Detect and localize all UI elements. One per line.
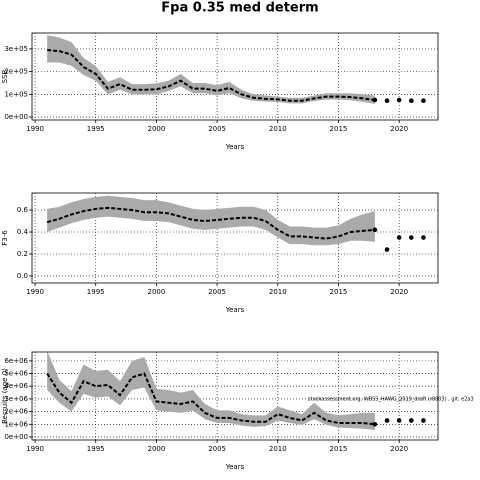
plot-frame xyxy=(31,32,439,121)
forecast-point xyxy=(408,98,414,103)
x-tick-label: 1995 xyxy=(87,288,105,296)
x-tick-label: 2000 xyxy=(147,445,165,453)
y-tick-label: 2e+05 xyxy=(4,68,28,76)
x-tick-label: 2005 xyxy=(208,288,226,296)
x-tick-label: 1990 xyxy=(26,125,44,133)
forecast-point xyxy=(384,98,390,103)
forecast-point xyxy=(421,418,426,423)
y-tick-label: 3e+06 xyxy=(4,395,28,403)
forecast-point xyxy=(384,247,390,252)
x-tick-label: 2015 xyxy=(330,445,348,453)
forecast-point xyxy=(421,235,426,240)
x-tick-label: 2015 xyxy=(330,288,348,296)
plot-frame xyxy=(31,192,439,284)
x-tick-label: 1995 xyxy=(87,445,105,453)
y-tick-label: 6e+06 xyxy=(4,357,28,365)
forecast-point xyxy=(421,98,426,103)
y-tick-label: 0.6 xyxy=(17,206,29,214)
y-tick-label: 5e+06 xyxy=(4,370,28,378)
line xyxy=(46,206,375,240)
forecast-point xyxy=(408,235,414,240)
x-tick-label: 1990 xyxy=(26,445,44,453)
y-axis-label: Recruits (age 0) xyxy=(1,368,9,424)
y-tick-label: 1e+06 xyxy=(4,420,28,428)
confidence-band xyxy=(47,195,375,246)
x-tick-label: 2000 xyxy=(147,288,165,296)
forecast-point xyxy=(408,418,414,423)
x-tick-label: 2000 xyxy=(147,125,165,133)
y-tick-label: 0e+00 xyxy=(4,113,28,121)
x-tick-label: 2010 xyxy=(269,445,287,453)
x-axis-label: Years xyxy=(225,306,245,314)
y-tick-label: 1e+05 xyxy=(4,90,28,98)
y-axis-label: F3-6 xyxy=(1,230,9,246)
forecast-point xyxy=(372,227,378,233)
x-tick-label: 1995 xyxy=(87,125,105,133)
y-tick-label: 0e+00 xyxy=(4,433,28,441)
x-tick-label: 1990 xyxy=(26,288,44,296)
x-tick-label: 2015 xyxy=(330,125,348,133)
forecast-point xyxy=(396,97,402,103)
y-tick-label: 0.4 xyxy=(17,228,29,236)
x-tick-label: 2010 xyxy=(269,288,287,296)
y-tick-label: 0.2 xyxy=(17,250,28,258)
x-tick-label: 2005 xyxy=(208,445,226,453)
x-axis-label: Years xyxy=(225,143,245,151)
forecast-point xyxy=(384,418,390,423)
y-tick-label: 0.0 xyxy=(17,272,28,280)
confidence-band xyxy=(47,350,375,430)
x-tick-label: 2020 xyxy=(390,125,408,133)
confidence-band xyxy=(47,35,375,104)
y-tick-label: 2e+06 xyxy=(4,408,28,416)
x-axis-label: Years xyxy=(225,463,245,471)
plot-frame xyxy=(31,351,439,441)
x-tick-label: 2020 xyxy=(390,288,408,296)
forecast-point xyxy=(396,418,402,423)
forecast-point xyxy=(372,421,378,427)
y-axis-label: SSB xyxy=(1,69,9,83)
y-tick-label: 3e+05 xyxy=(4,45,28,53)
line xyxy=(46,372,375,426)
x-tick-label: 2005 xyxy=(208,125,226,133)
chart-title: Fpa 0.35 med determ xyxy=(161,1,318,16)
line xyxy=(47,49,376,102)
x-tick-label: 2020 xyxy=(390,445,408,453)
y-tick-label: 4e+06 xyxy=(4,382,28,390)
forecast-point xyxy=(372,97,378,103)
forecast-point xyxy=(396,235,402,240)
annotation: stockassessment.org, WBSS_HAWG_2019_draf… xyxy=(308,397,474,403)
x-tick-label: 2010 xyxy=(269,125,287,133)
